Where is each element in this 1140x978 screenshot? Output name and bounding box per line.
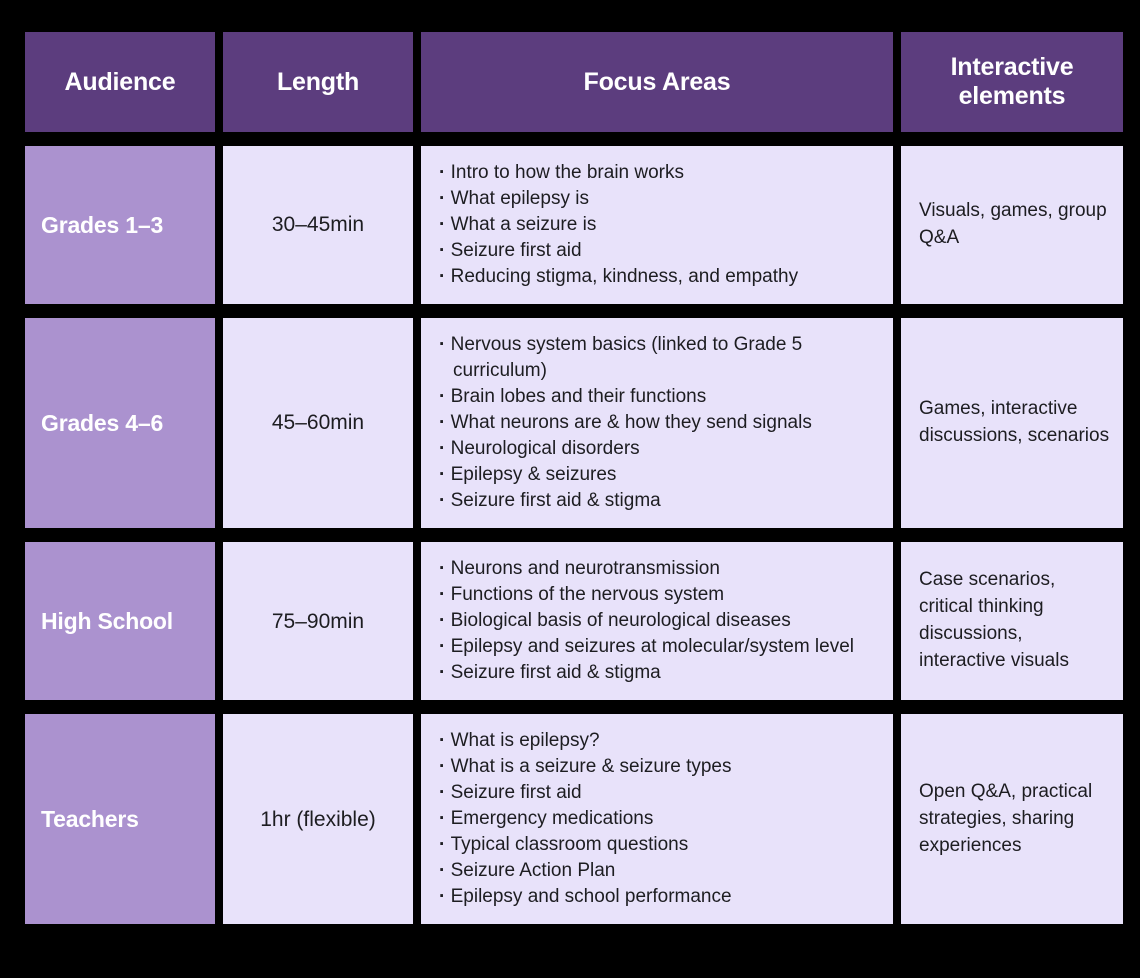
focus-area-list: What is epilepsy?What is a seizure & sei… xyxy=(439,728,879,910)
column-header-audience: Audience xyxy=(25,32,215,132)
focus-area-item: Seizure Action Plan xyxy=(439,858,879,884)
cell-length: 75–90min xyxy=(223,542,413,701)
focus-area-item: Epilepsy and seizures at molecular/syste… xyxy=(439,634,879,660)
table-row: High School 75–90min Neurons and neurotr… xyxy=(25,542,1123,701)
cell-focus-areas: Intro to how the brain worksWhat epileps… xyxy=(421,146,893,305)
focus-area-list: Intro to how the brain worksWhat epileps… xyxy=(439,160,879,290)
column-header-interactive-elements: Interactive elements xyxy=(901,32,1123,132)
focus-area-item: Epilepsy & seizures xyxy=(439,462,879,488)
table-row: Grades 1–3 30–45min Intro to how the bra… xyxy=(25,146,1123,305)
focus-area-item: Brain lobes and their functions xyxy=(439,384,879,410)
focus-area-item: Neurons and neurotransmission xyxy=(439,556,879,582)
cell-interactive-elements: Case scenarios, critical thinking discus… xyxy=(901,542,1123,701)
focus-area-item: Seizure first aid & stigma xyxy=(439,660,879,686)
cell-length: 45–60min xyxy=(223,318,413,529)
cell-audience: Teachers xyxy=(25,714,215,925)
session-schedule-table: Audience Length Focus Areas Interactive … xyxy=(17,18,1131,938)
focus-area-item: Functions of the nervous system xyxy=(439,582,879,608)
cell-interactive-elements: Open Q&A, practical strategies, sharing … xyxy=(901,714,1123,925)
focus-area-item: Seizure first aid xyxy=(439,780,879,806)
cell-interactive-elements: Games, interactive discussions, scenario… xyxy=(901,318,1123,529)
focus-area-item: Intro to how the brain works xyxy=(439,160,879,186)
cell-interactive-elements: Visuals, games, group Q&A xyxy=(901,146,1123,305)
focus-area-item: Seizure first aid xyxy=(439,238,879,264)
focus-area-list: Nervous system basics (linked to Grade 5… xyxy=(439,332,879,514)
focus-area-item: Reducing stigma, kindness, and empathy xyxy=(439,264,879,290)
cell-focus-areas: Neurons and neurotransmissionFunctions o… xyxy=(421,542,893,701)
focus-area-item: Neurological disorders xyxy=(439,436,879,462)
focus-area-item: Epilepsy and school performance xyxy=(439,884,879,910)
cell-audience: Grades 4–6 xyxy=(25,318,215,529)
column-header-focus-areas: Focus Areas xyxy=(421,32,893,132)
focus-area-item: Typical classroom questions xyxy=(439,832,879,858)
focus-area-item: What a seizure is xyxy=(439,212,879,238)
table-row: Grades 4–6 45–60min Nervous system basic… xyxy=(25,318,1123,529)
cell-focus-areas: What is epilepsy?What is a seizure & sei… xyxy=(421,714,893,925)
focus-area-list: Neurons and neurotransmissionFunctions o… xyxy=(439,556,879,686)
table-body: Grades 1–3 30–45min Intro to how the bra… xyxy=(25,146,1123,925)
cell-audience: Grades 1–3 xyxy=(25,146,215,305)
focus-area-item: What is a seizure & seizure types xyxy=(439,754,879,780)
column-header-length: Length xyxy=(223,32,413,132)
cell-audience: High School xyxy=(25,542,215,701)
cell-length: 1hr (flexible) xyxy=(223,714,413,925)
cell-length: 30–45min xyxy=(223,146,413,305)
focus-area-item: What is epilepsy? xyxy=(439,728,879,754)
focus-area-item: Seizure first aid & stigma xyxy=(439,488,879,514)
schedule-table-container: Audience Length Focus Areas Interactive … xyxy=(25,32,1123,945)
focus-area-item: What epilepsy is xyxy=(439,186,879,212)
focus-area-item: Nervous system basics (linked to Grade 5… xyxy=(439,332,879,384)
focus-area-item: What neurons are & how they send signals xyxy=(439,410,879,436)
table-header: Audience Length Focus Areas Interactive … xyxy=(25,32,1123,132)
focus-area-item: Emergency medications xyxy=(439,806,879,832)
table-row: Teachers 1hr (flexible) What is epilepsy… xyxy=(25,714,1123,925)
header-row: Audience Length Focus Areas Interactive … xyxy=(25,32,1123,132)
cell-focus-areas: Nervous system basics (linked to Grade 5… xyxy=(421,318,893,529)
focus-area-item: Biological basis of neurological disease… xyxy=(439,608,879,634)
